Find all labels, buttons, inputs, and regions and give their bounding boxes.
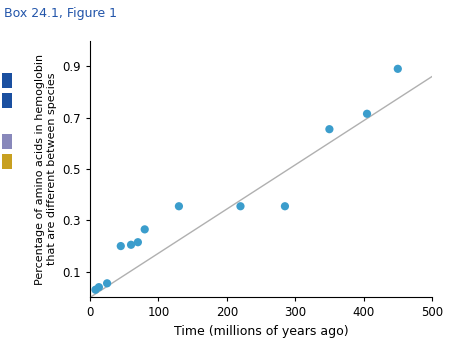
Point: [364, 111, 371, 117]
X-axis label: Time (millions of years ago): Time (millions of years ago): [174, 325, 348, 338]
Point: [92, 287, 99, 292]
Point: [117, 243, 124, 249]
Point: [281, 203, 288, 209]
Y-axis label: Percentage of amino acids in hemoglobin
that are different between species: Percentage of amino acids in hemoglobin …: [35, 53, 57, 285]
Point: [104, 281, 111, 286]
Text: Box 24.1, Figure 1: Box 24.1, Figure 1: [4, 7, 117, 20]
Point: [127, 242, 135, 247]
Point: [95, 285, 103, 290]
Point: [141, 227, 149, 232]
Point: [394, 66, 401, 72]
Point: [326, 126, 333, 132]
Point: [176, 203, 183, 209]
Point: [237, 203, 244, 209]
Point: [134, 240, 141, 245]
